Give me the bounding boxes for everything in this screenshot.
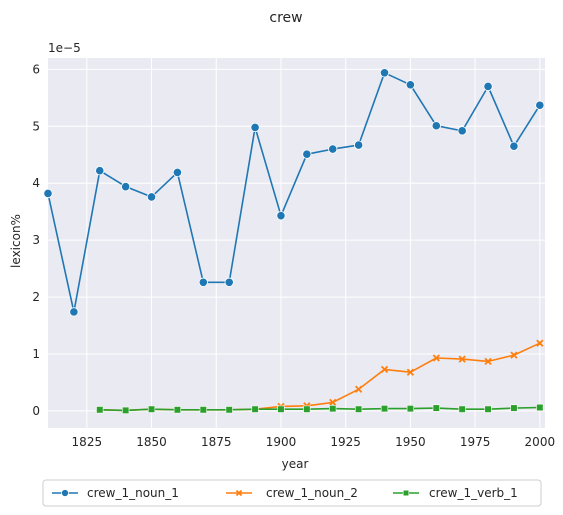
data-point <box>96 406 104 414</box>
data-point <box>431 121 441 131</box>
data-point <box>380 405 389 413</box>
x-tick-label: 1925 <box>330 435 361 449</box>
data-point <box>329 405 337 413</box>
data-point <box>483 81 493 92</box>
data-point <box>328 144 338 154</box>
data-point <box>406 368 415 376</box>
data-point <box>199 406 207 414</box>
data-point <box>536 339 544 347</box>
y-tick-label: 0 <box>32 404 40 418</box>
data-point <box>355 405 363 413</box>
legend-item-crew_1_noun_2: crew_1_noun_2 <box>226 486 358 500</box>
data-point <box>147 405 156 413</box>
data-point <box>225 406 233 414</box>
data-point <box>122 406 130 414</box>
data-point <box>146 192 157 202</box>
legend: crew_1_noun_1 crew_1_noun_2 crew_1_verb_1 <box>42 479 542 507</box>
data-point <box>406 405 414 413</box>
data-point <box>276 211 286 221</box>
data-point <box>302 149 312 159</box>
x-tick-label: 1950 <box>395 435 426 449</box>
data-point <box>510 351 518 359</box>
data-point <box>95 166 105 176</box>
x-tick-label: 2000 <box>525 435 556 449</box>
legend-box <box>42 479 542 507</box>
x-axis: 1825 1850 1875 1900 1925 1950 1975 2000 <box>72 435 556 449</box>
x-tick-label: 1875 <box>201 435 232 449</box>
data-point <box>379 68 390 78</box>
legend-marker <box>402 489 410 497</box>
chart-title: crew <box>269 10 302 26</box>
data-point <box>432 354 440 362</box>
y-tick-label: 5 <box>32 119 40 133</box>
legend-marker <box>235 489 243 497</box>
y-axis: 0 1 2 3 4 5 6 <box>32 62 40 418</box>
y-tick-label: 6 <box>32 62 40 76</box>
series-crew_1_noun_1 <box>43 68 545 317</box>
data-point <box>173 406 182 414</box>
x-tick-label: 1900 <box>266 435 297 449</box>
y-tick-label: 1 <box>32 347 40 361</box>
legend-item-crew_1_noun_1: crew_1_noun_1 <box>52 486 179 500</box>
data-point <box>172 167 183 178</box>
y-multiplier-label: 1e−5 <box>48 41 81 55</box>
marker-stroke <box>329 398 337 407</box>
data-point <box>484 405 492 413</box>
marker-stroke <box>432 354 440 362</box>
marker-stroke <box>510 351 518 359</box>
y-tick-label: 3 <box>32 233 40 247</box>
plot-area <box>48 58 545 428</box>
data-point <box>329 398 337 407</box>
y-tick-label: 4 <box>32 176 40 190</box>
data-point <box>484 357 492 366</box>
data-point <box>405 80 415 90</box>
data-point <box>432 404 440 412</box>
data-point <box>303 405 311 413</box>
y-tick-label: 2 <box>32 290 40 304</box>
marker-stroke <box>380 365 389 374</box>
legend-marker <box>61 489 69 497</box>
data-point <box>510 404 518 412</box>
legend-item-crew_1_verb_1: crew_1_verb_1 <box>393 486 518 500</box>
data-point <box>250 122 260 133</box>
data-point <box>458 355 466 363</box>
x-tick-label: 1825 <box>72 435 103 449</box>
x-axis-label: year <box>282 457 309 471</box>
marker-stroke <box>406 368 415 376</box>
series-layer <box>43 68 545 414</box>
data-point <box>458 405 466 413</box>
data-point <box>198 277 208 287</box>
data-point <box>69 307 79 317</box>
legend-label: crew_1_noun_1 <box>87 486 179 500</box>
marker-stroke <box>354 385 363 393</box>
data-point <box>277 405 285 413</box>
data-point <box>509 141 519 151</box>
legend-label: crew_1_noun_2 <box>266 486 358 500</box>
data-point <box>535 100 545 110</box>
data-point <box>380 365 389 374</box>
data-point <box>43 188 53 199</box>
data-point <box>354 385 363 393</box>
marker-stroke <box>484 357 492 366</box>
data-point <box>354 140 364 150</box>
legend-label: crew_1_verb_1 <box>429 486 518 500</box>
data-point <box>251 405 259 413</box>
x-tick-label: 1975 <box>460 435 491 449</box>
data-point <box>121 182 131 192</box>
series-line <box>99 406 540 412</box>
data-point <box>457 126 467 136</box>
data-point <box>536 403 544 412</box>
y-axis-label: lexicon% <box>9 214 23 268</box>
marker-stroke <box>235 489 243 497</box>
marker-stroke <box>458 355 466 363</box>
series-crew_1_verb_1 <box>96 403 544 414</box>
marker-stroke <box>536 339 544 347</box>
x-tick-label: 1850 <box>136 435 167 449</box>
data-point <box>224 277 234 287</box>
